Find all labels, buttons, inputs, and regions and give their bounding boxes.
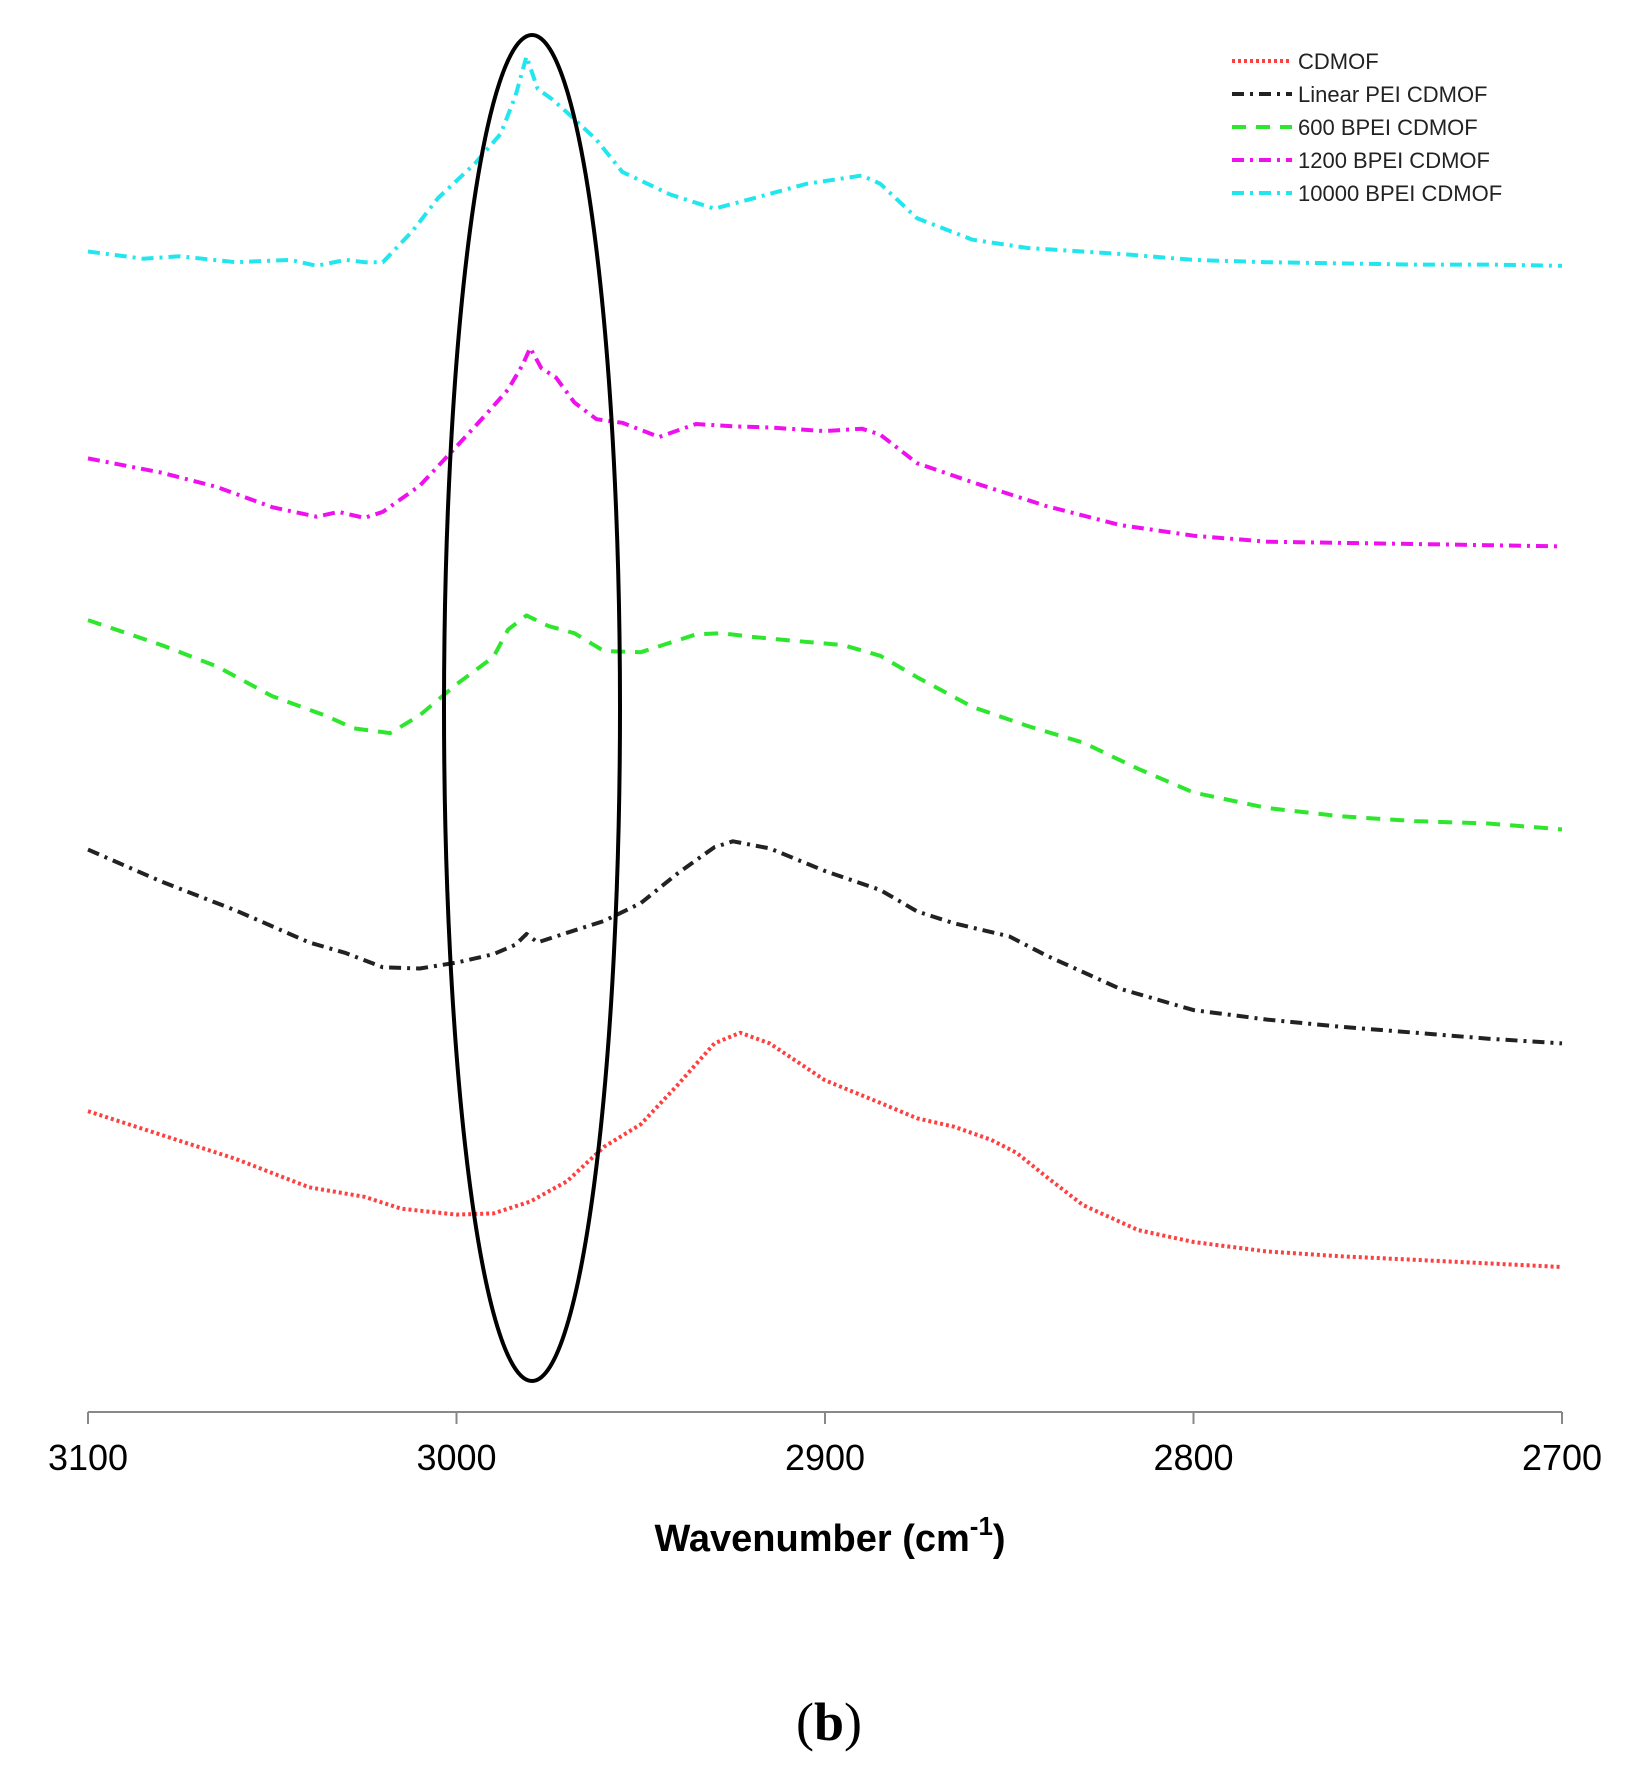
series-line-10000-bpei-cdmof [87,54,1563,268]
x-tick-label: 2900 [785,1437,865,1478]
legend-label: 1200 BPEI CDMOF [1298,148,1490,173]
series-line-600-bpei-cdmof [87,613,1563,832]
x-tick-label: 2700 [1522,1437,1602,1478]
x-axis-title: Wavenumber (cm-1) [654,1511,1005,1560]
legend-label: CDMOF [1298,49,1379,74]
x-tick-label: 3000 [416,1437,496,1478]
legend-label: Linear PEI CDMOF [1298,82,1488,107]
x-tick-label: 3100 [48,1437,128,1478]
series-line-cdmof [87,1030,1563,1269]
series-line-1200-bpei-cdmof [87,345,1563,549]
panel-label: (b) [796,1692,862,1752]
legend: CDMOF Linear PEI CDMOF 600 BPEI CDMOF 1200 … [1232,49,1502,206]
series-line-linear-pei-cdmof [87,839,1563,1046]
x-ticks: 3100 3000 2900 2800 2700 [48,1412,1602,1478]
highlight-ellipse [442,33,622,1383]
x-tick-label: 2800 [1153,1437,1233,1478]
series-group [87,54,1563,1269]
legend-label: 10000 BPEI CDMOF [1298,181,1502,206]
x-axis: 3100 3000 2900 2800 2700 [48,1411,1602,1478]
legend-label: 600 BPEI CDMOF [1298,115,1478,140]
